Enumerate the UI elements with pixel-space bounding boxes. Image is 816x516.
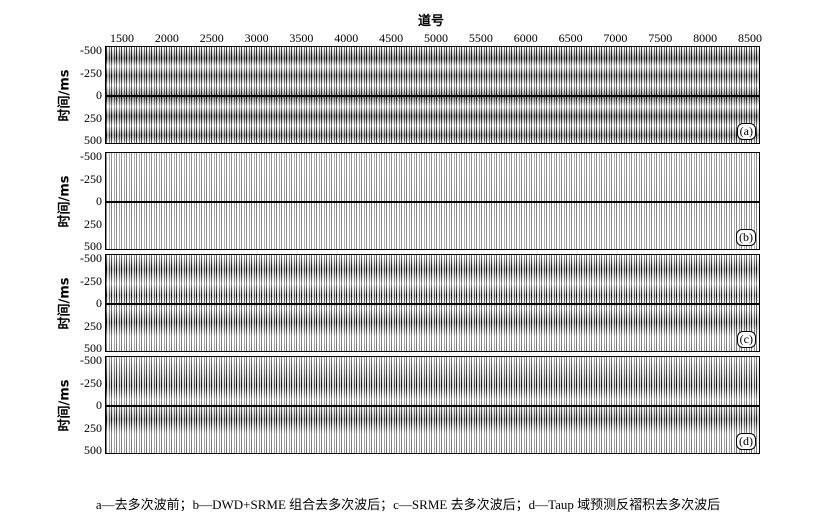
seismic-panel: (a) (105, 46, 760, 144)
y-tick-label: -500 (80, 353, 102, 367)
x-tick-label: 3000 (244, 31, 269, 45)
x-tick-label: 8000 (693, 31, 718, 45)
panel-tag: (c) (736, 331, 756, 348)
y-tick-label: 0 (96, 398, 102, 412)
zero-line (106, 405, 759, 407)
x-tick-label: 6500 (558, 31, 583, 45)
y-tick-label: 0 (96, 296, 102, 310)
seismic-panel: (c) (105, 254, 760, 352)
y-tick-label: 250 (84, 420, 102, 435)
x-tick-label: 5000 (424, 31, 448, 45)
seismic-panel: (b) (105, 152, 760, 250)
y-tick-label: 0 (96, 88, 102, 102)
y-tick-label: -250 (80, 375, 102, 390)
x-tick-label: 3500 (289, 31, 314, 45)
x-tick-label: 6000 (513, 31, 538, 45)
y-tick-label: -250 (80, 65, 102, 80)
y-tick-label: -500 (80, 251, 102, 265)
x-tick-label: 2000 (154, 31, 179, 45)
x-tick-label: 8500 (738, 31, 762, 45)
x-tick-label: 7000 (603, 31, 628, 45)
y-tick-label: 500 (84, 239, 102, 253)
y-tick-label: -500 (80, 43, 102, 57)
y-tick-label: 0 (96, 194, 102, 208)
y-tick-label: 500 (84, 133, 102, 147)
y-tick-label: 250 (84, 110, 102, 125)
zero-line (106, 201, 759, 203)
y-tick-label: -500 (80, 149, 102, 163)
x-tick-label: 4500 (379, 31, 404, 45)
caption: a—去多次波前；b—DWD+SRME 组合去多次波后；c—SRME 去多次波后；… (95, 497, 721, 512)
x-tick-label: 1500 (110, 31, 134, 45)
panel-tag: (a) (736, 123, 756, 140)
y-tick-label: 500 (84, 341, 102, 355)
y-tick-label: -250 (80, 273, 102, 288)
zero-line (106, 303, 759, 305)
panel-tag: (d) (736, 433, 756, 450)
x-tick-label: 4000 (334, 31, 359, 45)
x-tick-label: 7500 (648, 31, 673, 45)
zero-line (106, 95, 759, 97)
y-tick-label: 250 (84, 318, 102, 333)
y-tick-label: 500 (84, 443, 102, 457)
seismic-panel: (d) (105, 356, 760, 454)
x-axis-title: 道号 (418, 14, 445, 29)
y-tick-label: 250 (84, 216, 102, 231)
y-tick-label: -250 (80, 171, 102, 186)
panel-tag: (b) (736, 229, 756, 246)
x-tick-label: 5500 (468, 31, 493, 45)
x-tick-label: 2500 (199, 31, 224, 45)
